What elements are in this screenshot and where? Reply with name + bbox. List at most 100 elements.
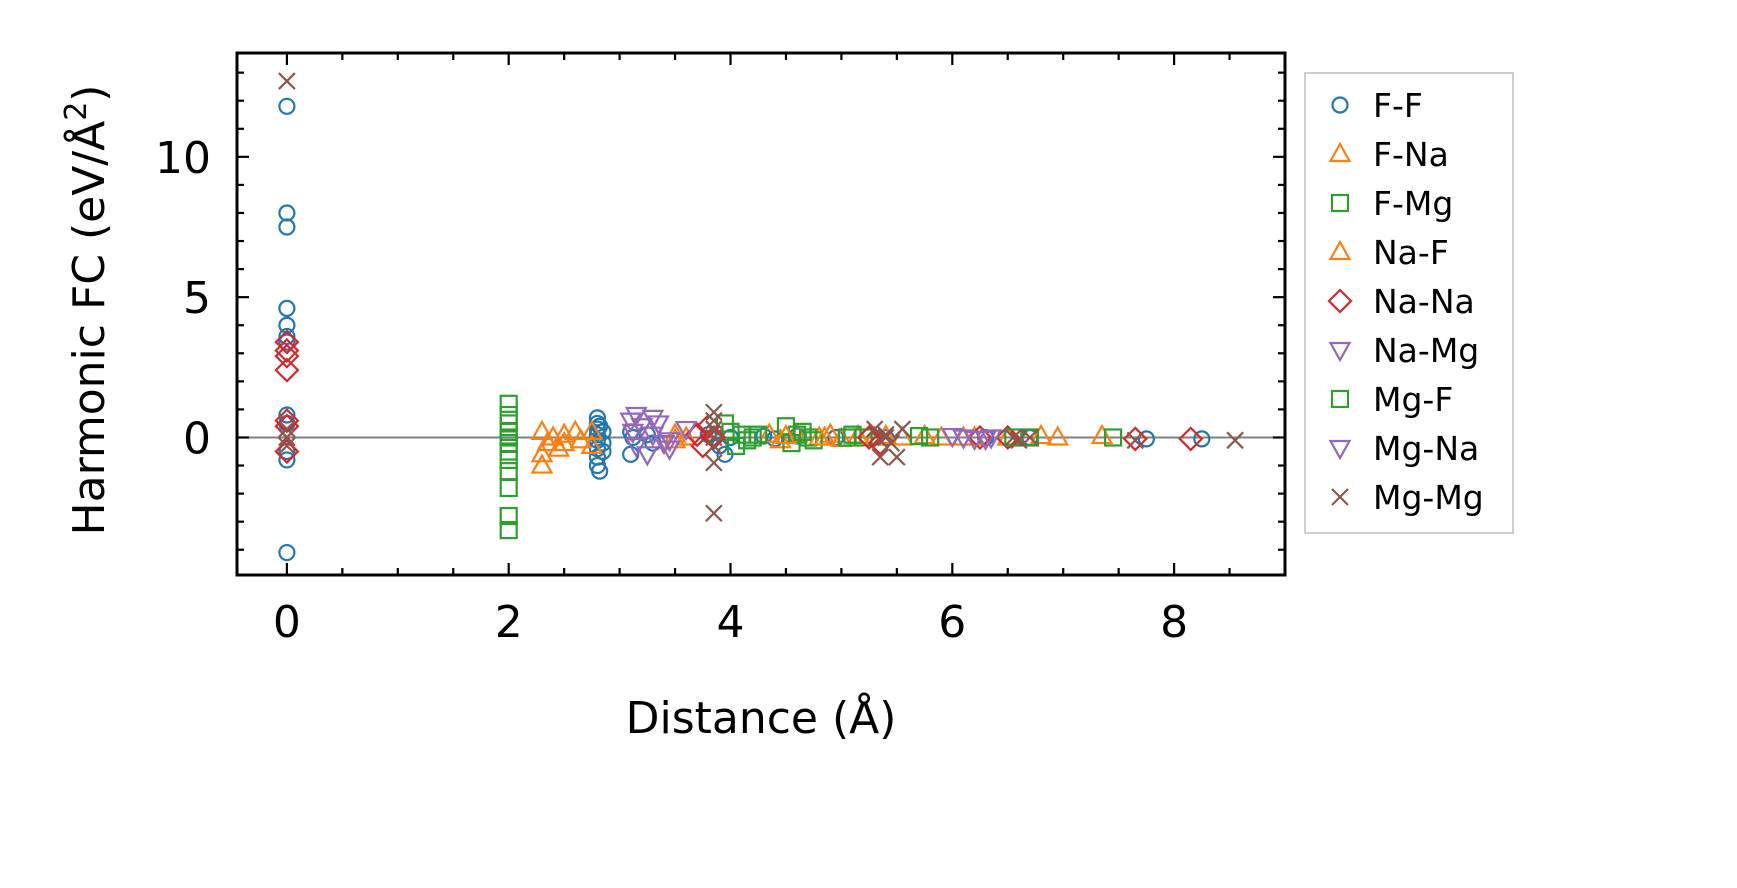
data-point-mg-na [641, 409, 665, 431]
data-point-f-f [1193, 430, 1211, 448]
x-tick-label: 8 [1160, 597, 1188, 648]
data-point-f-na [580, 433, 604, 455]
data-point-na-na [274, 357, 300, 383]
y-axis-label-tail: ) [64, 85, 115, 102]
legend-marker-mg-na [1328, 439, 1352, 461]
data-point-na-f [774, 423, 798, 445]
x-axis-label: Distance (Å) [626, 691, 897, 744]
legend-marker-mg-f [1330, 389, 1350, 409]
legend-entry-mg-na: Mg-Na [1328, 429, 1479, 468]
x-tick-label: 0 [273, 597, 301, 648]
legend-marker-f-f [1331, 96, 1349, 114]
legend-label: Mg-Na [1373, 429, 1479, 468]
data-point-f-mg [799, 428, 818, 447]
data-point-f-na [769, 428, 792, 449]
data-point-na-f [530, 442, 554, 463]
data-point-f-na [674, 425, 698, 446]
legend-entry-f-mg: F-Mg [1330, 184, 1453, 223]
y-axis-label-main: Harmonic FC (eV/Å [62, 121, 115, 536]
series-mg-mg [278, 72, 1244, 523]
data-point-mg-mg [1004, 428, 1023, 447]
data-point-mg-mg [1126, 431, 1145, 450]
x-tick-label: 2 [495, 597, 523, 648]
data-point-f-na [547, 436, 570, 457]
data-point-f-na [818, 422, 842, 443]
data-point-f-mg [499, 394, 518, 413]
data-point-na-na [856, 424, 882, 451]
data-point-f-na [1029, 423, 1053, 445]
data-point-na-na [967, 424, 993, 451]
data-point-na-mg [979, 429, 1003, 450]
data-point-na-na [274, 408, 300, 434]
y-tick-label: 5 [183, 273, 211, 324]
data-point-na-na [274, 438, 300, 465]
data-point-f-na [1046, 425, 1070, 446]
data-point-mg-na [658, 440, 681, 461]
data-point-f-mg [743, 428, 762, 447]
data-point-mg-mg [882, 434, 901, 452]
legend-marker-mg-mg [1331, 488, 1349, 506]
legend-label: F-Mg [1373, 184, 1453, 223]
data-point-mg-mg [705, 428, 723, 447]
data-point-mg-mg [888, 448, 906, 466]
data-point-na-mg [621, 423, 645, 445]
legend-marker-na-f [1328, 239, 1352, 261]
data-point-na-f [813, 425, 837, 446]
data-point-f-f [278, 451, 296, 469]
legend-label: Na-Mg [1373, 331, 1479, 370]
data-point-mg-mg [1010, 431, 1028, 450]
data-point-na-mg [963, 430, 986, 452]
data-point-f-na [530, 419, 554, 440]
data-point-na-na [274, 329, 300, 355]
data-point-na-mg [652, 434, 676, 456]
data-point-mg-mg [278, 437, 296, 455]
legend-entry-mg-f: Mg-F [1330, 380, 1453, 419]
data-point-f-f [278, 333, 296, 351]
data-point-f-mg [499, 478, 518, 498]
data-point-mg-na [624, 406, 648, 428]
data-point-f-f [278, 543, 296, 562]
data-point-f-f [278, 316, 296, 334]
data-marks [237, 72, 1285, 562]
series-f-mg [499, 394, 1123, 540]
data-point-f-mg [499, 450, 518, 470]
data-point-mg-mg [1021, 428, 1039, 447]
axis-ticks [237, 53, 1287, 575]
legend-label: Mg-F [1373, 380, 1453, 419]
y-axis-label-superscript: 2 [59, 102, 94, 121]
y-tick-label: 10 [155, 133, 211, 184]
data-point-mg-mg [705, 420, 723, 438]
data-point-f-f [278, 406, 296, 424]
data-point-na-na [1122, 426, 1148, 452]
data-point-na-na [995, 424, 1021, 451]
data-point-mg-mg [705, 453, 723, 472]
data-point-f-na [530, 453, 554, 474]
data-point-mg-mg [871, 431, 889, 450]
data-point-mg-mg [705, 403, 723, 422]
data-point-f-f [594, 423, 612, 441]
data-point-f-mg [921, 428, 940, 447]
data-point-mg-f [749, 425, 768, 444]
data-point-mg-mg [705, 437, 723, 455]
legend-label: Na-F [1373, 233, 1449, 272]
legend-label: F-F [1373, 86, 1423, 125]
data-point-mg-mg [705, 504, 723, 523]
data-point-mg-mg [278, 420, 296, 438]
data-point-f-na [757, 422, 781, 443]
legend-entry-f-f: F-F [1331, 86, 1423, 125]
data-point-mg-mg [893, 420, 912, 438]
data-point-f-f [278, 442, 296, 461]
legend: F-F F-Na F-Mg Na-F Na-Na Na-Mg Mg-F Mg-Na Mg-Mg [1304, 72, 1514, 534]
data-point-mg-mg [278, 428, 296, 447]
legend-label: F-Na [1373, 135, 1449, 174]
data-point-f-f [278, 97, 296, 115]
data-point-mg-mg [871, 448, 889, 466]
data-point-f-na [580, 419, 604, 440]
y-tick-label: 0 [183, 413, 211, 464]
data-point-f-f [278, 299, 296, 317]
x-tick-label: 6 [938, 597, 966, 648]
legend-label: Mg-Mg [1373, 478, 1484, 517]
legend-marker-f-na [1328, 141, 1352, 163]
data-point-na-na [274, 343, 300, 369]
